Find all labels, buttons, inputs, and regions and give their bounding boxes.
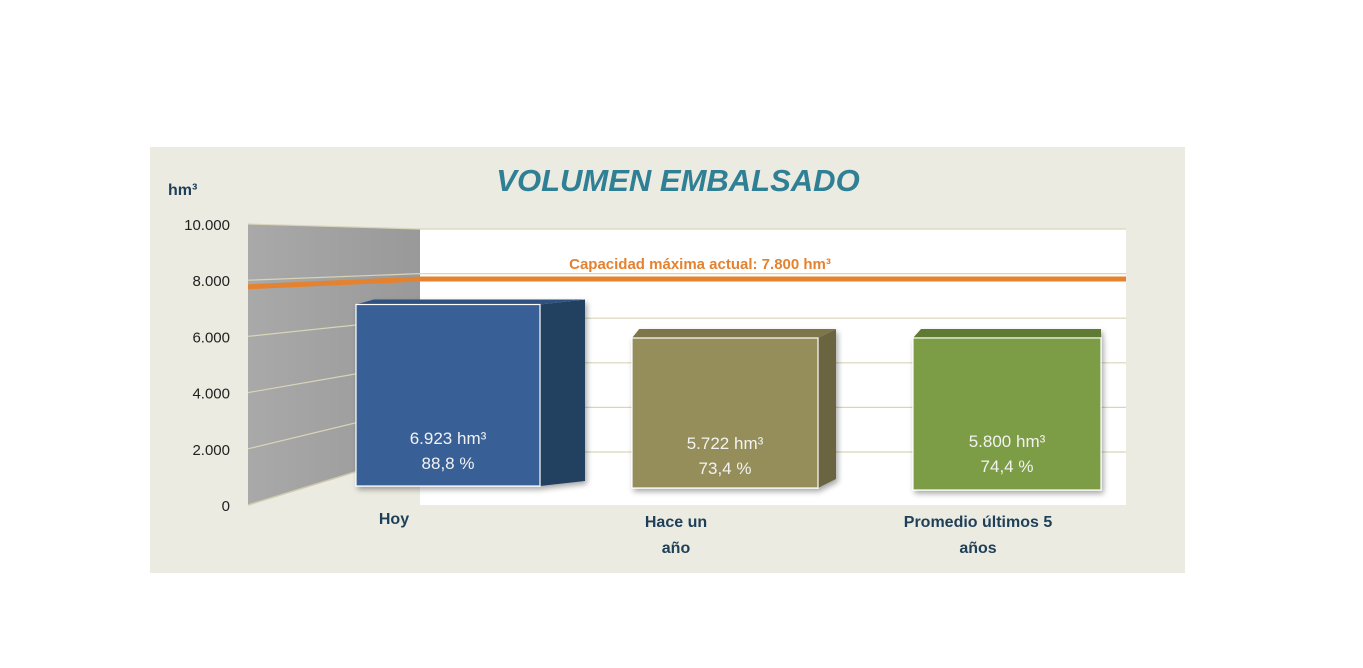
category-label: año (662, 540, 691, 557)
y-tick-label: 10.000 (184, 217, 230, 234)
category-label: Hoy (379, 511, 409, 528)
bar (631, 337, 819, 489)
bar-percent-label: 88,8 % (422, 454, 475, 473)
y-tick-label: 4.000 (192, 386, 230, 403)
bar-top (356, 299, 585, 305)
bar (355, 303, 541, 487)
y-tick-label: 0 (222, 498, 230, 515)
y-tick-label: 2.000 (192, 442, 230, 459)
capacity-label: Capacidad máxima actual: 7.800 hm³ (569, 256, 831, 273)
bar (912, 337, 1102, 491)
chart-title: VOLUMEN EMBALSADO (496, 163, 859, 198)
y-axis-ticks: 0 2.000 4.000 6.000 8.000 10.000 (184, 217, 230, 515)
bar-percent-label: 73,4 % (699, 459, 752, 478)
bar-percent-label: 74,4 % (981, 457, 1034, 476)
bar-top (632, 328, 836, 338)
category-label: años (959, 540, 996, 557)
bar-volume-label: 5.800 hm³ (969, 432, 1046, 451)
capacity-line (247, 276, 1126, 290)
bar-side (540, 299, 585, 486)
bar-top (913, 328, 1101, 338)
y-tick-label: 6.000 (192, 329, 230, 346)
grid-line-side (247, 273, 421, 281)
category-label: Hace un (645, 514, 707, 531)
bar-volume-label: 6.923 hm³ (410, 429, 487, 448)
bar-side (818, 328, 836, 488)
capacity-reference-line (247, 276, 1126, 290)
bar-group (355, 299, 585, 487)
y-tick-label: 8.000 (192, 273, 230, 290)
bar-group (631, 328, 836, 489)
category-label: Promedio últimos 5 (904, 514, 1053, 531)
bar-group (912, 328, 1102, 491)
grid-line-side (247, 223, 421, 230)
category-labels: Hoy Hace un año Promedio últimos 5 años (379, 511, 1052, 557)
bar-volume-label: 5.722 hm³ (687, 434, 764, 453)
y-axis-unit: hm³ (168, 182, 197, 199)
bars: 6.923 hm³ 88,8 % 5.722 hm³ 73,4 % 5.800 hm³ 7… (355, 299, 1102, 491)
